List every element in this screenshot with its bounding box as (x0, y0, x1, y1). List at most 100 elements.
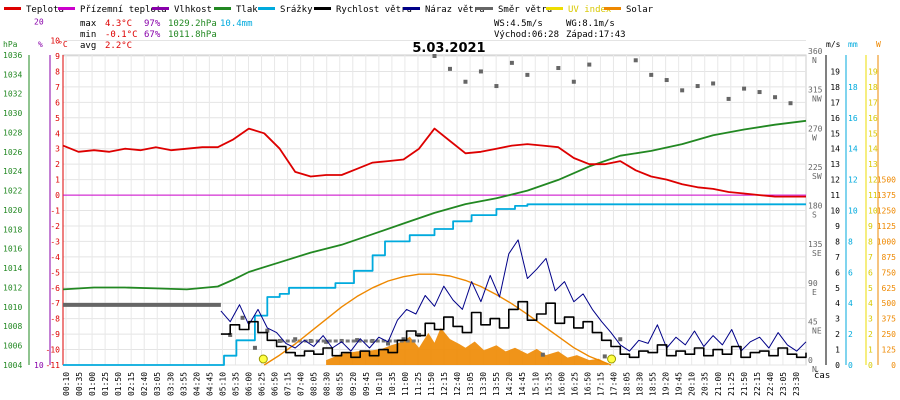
legend-label-8: UV index (568, 5, 612, 15)
wind-dir-point-23 (478, 69, 483, 74)
tick-dir-name-7: NW (812, 95, 822, 104)
tick-x-26: 11:00 (401, 372, 410, 396)
tick-x-8: 03:30 (166, 372, 175, 396)
tick-hpa-16: 1036 (3, 51, 22, 60)
tick-x-38: 16:00 (557, 372, 566, 396)
tick-dir-val-8: 360 (808, 47, 823, 56)
tick-hpa-5: 1014 (3, 264, 22, 273)
tick-dir-val-1: 45 (808, 317, 818, 326)
tick-uv-4: 4 (868, 299, 873, 308)
tick-hpa-0: 1004 (3, 361, 22, 370)
wind-dir-point-42 (773, 95, 778, 100)
stats-avg-temp: 2.2°C (105, 41, 132, 51)
tick-c-3: -8 (50, 315, 60, 324)
tick-dir-val-6: 270 (808, 124, 823, 133)
tick-uv-13: 13 (868, 160, 878, 169)
axis-unit-headers: hPa % °C m/s mm W (3, 40, 881, 49)
tick-dir-name-8: N (812, 56, 817, 65)
tick-x-17: 07:15 (284, 372, 293, 396)
tick-x-41: 17:15 (596, 372, 605, 396)
tick-x-6: 02:40 (140, 372, 149, 396)
tick-ms-14: 14 (830, 145, 840, 154)
legend-label-7: Směr větru (498, 5, 552, 15)
stats-block: max 4.3°C 97% 1029.2hPa 10.4mm min -0.1°… (80, 19, 253, 51)
stats-max-press: 1029.2hPa (168, 19, 217, 29)
wind-ws: WS:4.5m/s (494, 19, 543, 29)
tick-dir-val-5: 225 (808, 163, 823, 172)
tick-c-6: -5 (50, 268, 60, 277)
wind-dir-point-30 (587, 62, 592, 67)
tick-uv-14: 14 (868, 145, 878, 154)
series-wind-speed-line (220, 300, 807, 359)
legend-swatch-9 (604, 7, 621, 10)
legend-label-6: Náraz větru (425, 5, 485, 15)
tick-w-4: 500 (882, 299, 897, 308)
tick-x-45: 18:55 (649, 372, 658, 396)
tick-hpa-14: 1032 (3, 90, 22, 99)
tick-pct-1: 20 (34, 18, 44, 27)
tick-uv-5: 5 (868, 284, 873, 293)
tick-hpa-8: 1020 (3, 206, 22, 215)
tick-dir-name-5: SW (812, 172, 822, 181)
tick-x-7: 03:05 (153, 372, 162, 396)
wind-dir-point-8 (252, 345, 257, 350)
tick-ms-15: 15 (830, 129, 840, 138)
tick-c-17: 6 (55, 98, 60, 107)
tick-c-10: -1 (50, 207, 60, 216)
uv-marker-0 (258, 354, 268, 364)
tick-uv-11: 11 (868, 191, 878, 200)
chart-date-title: 5.03.2021 (412, 41, 485, 56)
tick-c-8: -3 (50, 237, 60, 246)
wind-dir-point-36 (680, 88, 685, 93)
stats-max-label: max (80, 19, 97, 29)
tick-x-14: 06:00 (244, 372, 253, 396)
wind-dir-point-24 (494, 84, 499, 89)
legend-swatch-2 (152, 7, 169, 10)
tick-w-1: 125 (882, 346, 897, 355)
legend-swatch-8 (546, 7, 563, 10)
tick-x-50: 21:00 (714, 372, 723, 396)
stats-min-label: min (80, 30, 96, 40)
wind-dir-point-13 (324, 339, 329, 344)
legend-swatch-7 (476, 7, 493, 10)
wind-dir-point-20 (432, 54, 437, 58)
tick-x-29: 12:15 (440, 372, 449, 396)
tick-w-11: 1375 (877, 191, 896, 200)
tick-ms-19: 19 (830, 67, 840, 76)
wind-dir-point-41 (757, 90, 762, 95)
tick-dir-name-3: SE (812, 249, 822, 258)
tick-x-18: 07:40 (297, 372, 306, 396)
tick-x-25: 10:35 (388, 372, 397, 396)
tick-c-21: 10 (50, 37, 60, 46)
tick-uv-19: 19 (868, 67, 878, 76)
tick-x-52: 21:50 (740, 372, 749, 396)
legend-label-0: Teplota (26, 5, 64, 15)
tick-ms-8: 8 (835, 237, 840, 246)
tick-x-37: 15:35 (544, 372, 553, 396)
legend-swatch-6 (403, 7, 420, 10)
tick-w-12: 1500 (877, 176, 896, 185)
tick-x-16: 06:50 (271, 372, 280, 396)
tick-x-31: 13:05 (466, 372, 475, 396)
unit-w: W (876, 40, 881, 49)
tick-x-28: 11:50 (427, 372, 436, 396)
tick-x-2: 01:00 (88, 372, 97, 396)
legend-label-2: Vlhkost (174, 5, 212, 15)
tick-hpa-15: 1034 (3, 70, 22, 79)
tick-ms-7: 7 (835, 253, 840, 262)
tick-ms-6: 6 (835, 268, 840, 277)
tick-mm-8: 16 (848, 114, 858, 123)
tick-ms-1: 1 (835, 346, 840, 355)
tick-mm-5: 10 (848, 207, 858, 216)
axes: 1004100610081010101210141016101810201022… (3, 18, 897, 396)
tick-mm-9: 18 (848, 83, 858, 92)
tick-w-8: 1000 (877, 237, 896, 246)
tick-x-55: 23:05 (779, 372, 788, 396)
wind-dir-point-32 (618, 337, 623, 342)
tick-uv-16: 16 (868, 114, 878, 123)
tick-uv-8: 8 (868, 237, 873, 246)
legend-swatch-0 (4, 7, 21, 10)
tick-x-42: 17:40 (609, 372, 618, 396)
legend-label-4: Srážky (280, 5, 313, 15)
